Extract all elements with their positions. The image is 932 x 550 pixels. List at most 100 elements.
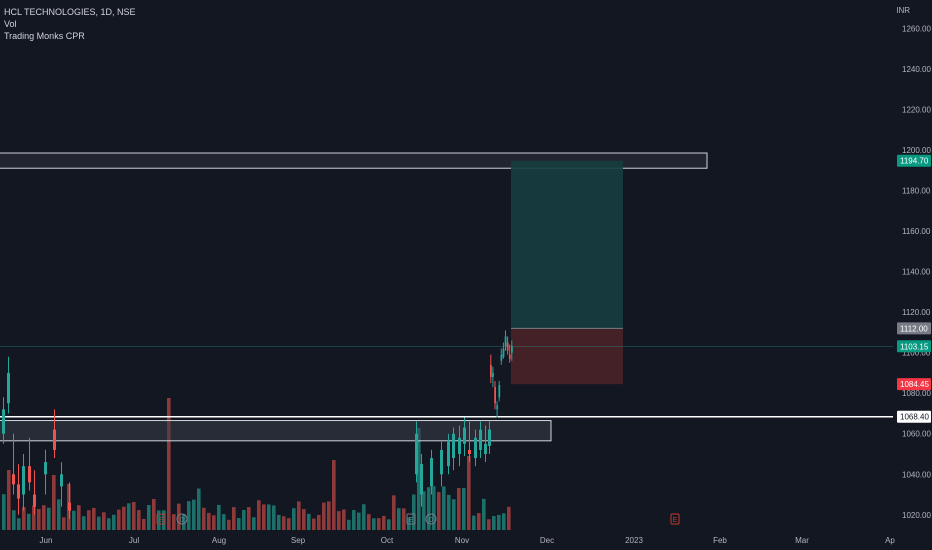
volume-bar xyxy=(482,498,486,530)
volume-bar xyxy=(212,515,216,530)
candle-body xyxy=(511,346,513,353)
y-tick-label: 1140.00 xyxy=(902,268,931,277)
y-tick-label: 1120.00 xyxy=(902,308,931,317)
volume-bar xyxy=(202,507,206,530)
volume-bar xyxy=(282,516,286,530)
volume-bar xyxy=(387,519,391,530)
volume-bar xyxy=(297,501,301,530)
volume-bar xyxy=(177,503,181,530)
x-tick-label: Feb xyxy=(713,536,727,545)
volume-bar xyxy=(187,501,191,530)
candle-body xyxy=(2,409,5,434)
event-marker-frame xyxy=(156,513,166,525)
volume-bar xyxy=(227,519,231,530)
volume-bar xyxy=(82,516,86,530)
y-tick-label: 1220.00 xyxy=(902,105,931,114)
volume-bar xyxy=(217,504,221,530)
volume-bar xyxy=(132,502,136,530)
volume-bar xyxy=(277,514,281,530)
cpr-indicator-label[interactable]: Trading Monks CPR xyxy=(4,31,85,41)
volume-bar xyxy=(127,503,131,530)
volume-bar xyxy=(262,504,266,530)
volume-bar xyxy=(232,507,236,530)
volume-bar xyxy=(162,510,166,530)
volume-bar xyxy=(392,495,396,530)
volume-bar xyxy=(27,513,31,530)
volume-bar xyxy=(457,487,461,530)
event-marker-frame xyxy=(425,513,437,525)
y-axis: 1260.00 1240.00 1220.00 1200.00 1180.00 1160.… xyxy=(902,24,931,519)
candle-body xyxy=(53,429,56,450)
symbol-title[interactable]: HCL TECHNOLOGIES, 1D, NSE xyxy=(4,7,136,17)
candle-body xyxy=(488,429,491,446)
price-axis-label: 1084.45 xyxy=(897,378,931,391)
volume-bar xyxy=(412,494,416,530)
price-axis-label-text: 1084.45 xyxy=(900,380,929,389)
volume-bar xyxy=(87,510,91,530)
candle-body xyxy=(7,372,10,404)
volume-bar xyxy=(42,505,46,530)
y-tick-label: 1100.00 xyxy=(902,349,931,358)
candle-body xyxy=(68,502,71,511)
candle-body xyxy=(33,494,36,507)
earnings-event-icon[interactable]: E xyxy=(406,513,416,525)
volume-bar xyxy=(47,507,51,530)
candle-body xyxy=(508,354,511,359)
candle-body xyxy=(502,348,505,357)
candles xyxy=(2,330,513,519)
volume-bar xyxy=(332,460,336,530)
volume-indicator-label[interactable]: Vol xyxy=(4,19,17,29)
volume-bar xyxy=(72,510,76,530)
x-tick-label: Oct xyxy=(381,536,394,545)
candle-body xyxy=(492,372,494,377)
volume-bar xyxy=(192,499,196,530)
volume-bar xyxy=(437,492,441,530)
volume-bar xyxy=(287,518,291,530)
volume-bar xyxy=(507,506,511,530)
event-marker-letter: D xyxy=(428,517,433,524)
volume-bar xyxy=(52,475,56,530)
y-tick-label: 1260.00 xyxy=(902,24,931,33)
volume-bar xyxy=(222,514,226,530)
volume-bar xyxy=(122,506,126,530)
candle-body xyxy=(498,385,501,398)
volume-bar xyxy=(117,509,121,530)
volume-bar xyxy=(197,488,201,530)
candle-body xyxy=(28,466,31,483)
y-tick-label: 1020.00 xyxy=(902,511,931,520)
stop-zone xyxy=(511,328,623,385)
y-tick-label: 1060.00 xyxy=(902,430,931,439)
volume-bar xyxy=(422,491,426,530)
price-axis-label: 1068.40 xyxy=(897,410,931,423)
volume-bar xyxy=(22,507,26,530)
candle-body xyxy=(500,354,503,361)
volume-bar xyxy=(367,514,371,530)
volume-bar xyxy=(397,508,401,530)
event-marker-frame xyxy=(670,513,680,525)
volume-bar xyxy=(467,456,471,530)
candle-body xyxy=(420,464,423,495)
volume-bar xyxy=(152,498,156,530)
volume-bar xyxy=(172,514,176,530)
volume-bar xyxy=(372,518,376,530)
candle-body xyxy=(12,474,15,485)
candle-body xyxy=(494,387,496,404)
volume-bar xyxy=(167,398,171,530)
volume-bar xyxy=(362,504,366,530)
volume-bar xyxy=(492,515,496,530)
volume-bar xyxy=(347,519,351,530)
earnings-event-icon[interactable]: E xyxy=(156,513,166,525)
volume-bar xyxy=(257,500,261,530)
dividend-event-icon[interactable]: D xyxy=(425,513,437,525)
volume-bar xyxy=(352,510,356,530)
volume-bar xyxy=(307,513,311,530)
volume-bar xyxy=(322,502,326,530)
price-axis-label-bg xyxy=(897,378,931,391)
earnings-event-icon[interactable]: E xyxy=(670,513,680,525)
candle-body xyxy=(463,427,466,444)
volume-bar xyxy=(62,517,66,530)
dividend-event-icon[interactable]: D xyxy=(176,513,188,525)
volume-bar xyxy=(12,510,16,530)
